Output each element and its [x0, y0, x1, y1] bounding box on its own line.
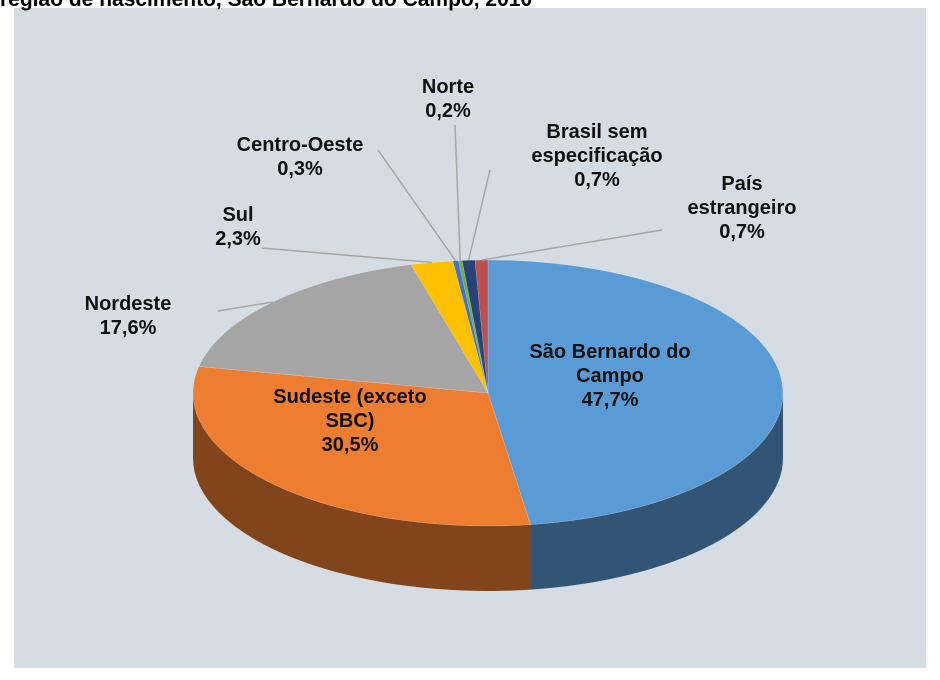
- data-label: Sul 2,3%: [198, 203, 278, 251]
- chart-title: região de nascimento, São Bernardo do Ca…: [0, 0, 532, 12]
- category-label: São Bernardo do Campo: [529, 341, 691, 387]
- slice: [487, 259, 784, 525]
- value-label: 47,7%: [581, 389, 639, 411]
- data-label: Centro-Oeste 0,3%: [220, 133, 380, 181]
- data-label: São Bernardo do Campo 47,7%: [525, 340, 695, 412]
- leader-line: [454, 124, 461, 261]
- value-label: 0,7%: [719, 221, 765, 243]
- slice-side: [193, 393, 531, 591]
- data-label: Sudeste (exceto SBC) 30,5%: [265, 385, 435, 457]
- value-label: 0,2%: [425, 100, 471, 122]
- category-label: País estrangeiro: [687, 173, 797, 219]
- leader-line: [467, 169, 491, 261]
- category-label: Norte: [421, 76, 475, 98]
- category-label: Sul: [222, 204, 254, 226]
- value-label: 0,7%: [574, 169, 620, 191]
- slice: [198, 264, 489, 394]
- category-label: Brasil sem especificação: [531, 121, 663, 167]
- category-label: Nordeste: [84, 293, 172, 315]
- data-label: Nordeste 17,6%: [68, 292, 188, 340]
- slice: [192, 366, 531, 527]
- value-label: 2,3%: [215, 228, 261, 250]
- data-label: Brasil sem especificação 0,7%: [512, 120, 682, 192]
- leader-line: [217, 301, 274, 312]
- leader-line: [261, 247, 432, 264]
- category-label: Sudeste (exceto SBC): [273, 386, 427, 432]
- value-label: 17,6%: [99, 317, 157, 339]
- slice-side: [530, 393, 783, 590]
- data-label: Norte 0,2%: [403, 75, 493, 123]
- leader-line: [377, 149, 457, 262]
- data-label: País estrangeiro 0,7%: [672, 172, 812, 244]
- category-label: Centro-Oeste: [236, 134, 364, 156]
- value-label: 0,3%: [277, 158, 323, 180]
- value-label: 30,5%: [321, 434, 379, 456]
- slice: [452, 260, 489, 394]
- slice: [410, 260, 489, 394]
- leader-line: [481, 229, 663, 261]
